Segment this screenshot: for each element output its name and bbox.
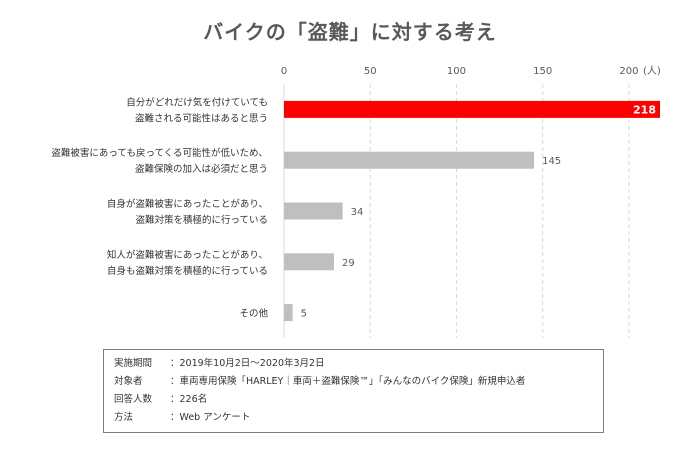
- chart-title: バイクの「盗難」に対する考え: [203, 20, 497, 44]
- note-value: ：2019年10月2日～2020年3月2日: [170, 358, 325, 369]
- x-tick-label: 100: [447, 66, 466, 77]
- category-label: その他: [239, 308, 268, 320]
- data-label: 29: [342, 258, 355, 269]
- category-label: 盗難被害にあっても戻ってくる可能性が低いため、: [51, 147, 268, 159]
- category-label: 自分がどれだけ気を付けていても: [126, 96, 268, 108]
- category-label: 盗難保険の加入は必須だと思う: [135, 163, 268, 175]
- category-label: 自身が盗難被害にあったことがあり、: [107, 198, 268, 210]
- data-label: 34: [351, 207, 364, 218]
- note-key: 回答人数: [114, 394, 153, 405]
- note-value: ：車両専用保険「HARLEY｜車両＋盗難保険™」「みんなのバイク保険」新規申込者: [170, 376, 526, 387]
- bar: [284, 304, 293, 322]
- category-label: 盗難対策を積極的に行っている: [135, 214, 268, 226]
- data-label: 5: [301, 309, 307, 320]
- x-axis-unit: (人): [643, 65, 661, 77]
- category-label: 盗難される可能性はあると思う: [135, 112, 268, 124]
- note-key: 実施期間: [114, 358, 153, 369]
- note-key: 対象者: [114, 376, 143, 387]
- category-label: 知人が盗難被害にあったことがあり、: [107, 249, 268, 261]
- note-value: ：226名: [170, 394, 208, 405]
- note-row-period: 実施期間 ：2019年10月2日～2020年3月2日: [114, 355, 593, 373]
- category-label: 自身も盗難対策を積極的に行っている: [107, 265, 268, 277]
- bar: [284, 100, 660, 118]
- bar: [284, 202, 343, 220]
- x-tick-label: 0: [281, 66, 287, 77]
- note-key: 方法: [114, 412, 134, 423]
- bar-chart: 0 50 100 150 200 (人) 218 自分がどれだけ気を付けていても盗難される可能…: [51, 65, 661, 338]
- note-row-respondents: 回答人数 ：226名: [114, 391, 593, 409]
- bar: [284, 151, 535, 169]
- survey-notes: 実施期間 ：2019年10月2日～2020年3月2日 対象者 ：車両専用保険「H…: [103, 349, 604, 433]
- data-label: 145: [542, 156, 561, 167]
- bar: [284, 253, 335, 271]
- note-row-method: 方法 ：Web アンケート: [114, 409, 593, 427]
- x-tick-label: 50: [364, 66, 377, 77]
- note-value: ：Web アンケート: [170, 412, 251, 423]
- x-tick-label: 200: [619, 66, 638, 77]
- data-label: 218: [633, 103, 656, 116]
- x-tick-label: 150: [533, 66, 552, 77]
- note-row-target: 対象者 ：車両専用保険「HARLEY｜車両＋盗難保険™」「みんなのバイク保険」新…: [114, 373, 593, 391]
